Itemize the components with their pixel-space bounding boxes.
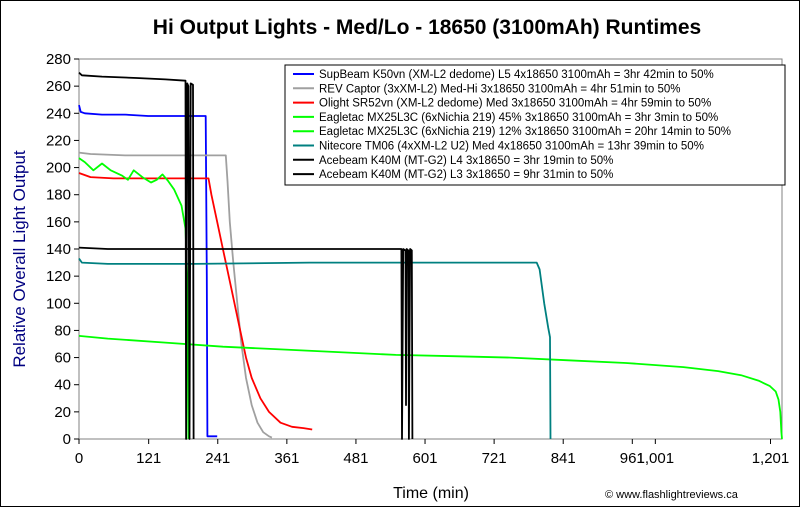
y-tick-label: 60	[54, 350, 71, 367]
y-tick-label: 200	[46, 160, 71, 177]
x-tick-label: 361	[274, 450, 299, 467]
legend-entry: Eagletac MX25L3C (6xNichia 219) 12% 3x18…	[319, 126, 731, 138]
legend-entry: Olight SR52vn (XM-L2 dedome) Med 3x18650…	[319, 98, 711, 110]
x-tick-label: 0	[75, 450, 83, 467]
series-line-3	[78, 172, 313, 431]
x-tick-label: 121	[136, 450, 161, 467]
y-tick-label: 260	[46, 78, 71, 95]
x-tick-label: 1,201	[752, 450, 790, 467]
x-tick-label: 481	[343, 450, 368, 467]
x-tick-label: 601	[413, 450, 438, 467]
y-tick-label: 240	[46, 105, 71, 122]
series-lines	[78, 71, 783, 440]
legend-entry: Acebeam K40M (MT-G2) L3 3x18650 = 9hr 31…	[319, 169, 613, 181]
series-line-4	[78, 157, 190, 440]
x-axis-title: Time (min)	[393, 485, 469, 502]
x-tick-label: 961	[620, 450, 645, 467]
y-axis-title: Relative Overall Light Output	[10, 150, 29, 368]
series-line-6	[78, 257, 552, 440]
y-tick-label: 140	[46, 241, 71, 258]
series-line-7	[78, 71, 195, 440]
x-tick-label: 1,001	[637, 450, 675, 467]
y-tick-label: 80	[54, 322, 71, 339]
legend-entry: Eagletac MX25L3C (6xNichia 219) 45% 3x18…	[319, 112, 718, 124]
series-line-5	[78, 335, 783, 440]
x-tick-label: 721	[482, 450, 507, 467]
legend-entry: Acebeam K40M (MT-G2) L4 3x18650 = 3hr 19…	[319, 155, 613, 167]
y-tick-label: 180	[46, 187, 71, 204]
y-tick-label: 0	[63, 431, 71, 448]
legend-entry: Nitecore TM06 (4xXM-L2 U2) Med 4x18650 3…	[319, 141, 704, 153]
credit-text: © www.flashlightreviews.ca	[605, 489, 739, 501]
y-tick-label: 100	[46, 295, 71, 312]
legend-box	[284, 64, 786, 186]
legend-entry: SupBeam K50vn (XM-L2 dedome) L5 4x18650 …	[319, 69, 714, 81]
y-axis-ticks: 0 20 40 60 80 100 120 140 160 180 200 220 240 260 280	[46, 51, 79, 448]
series-line-8	[78, 246, 414, 440]
legend: SupBeam K50vn (XM-L2 dedome) L5 4x18650 …	[284, 64, 786, 186]
series-line-2	[78, 151, 273, 439]
x-tick-label: 841	[551, 450, 576, 467]
y-tick-label: 160	[46, 214, 71, 231]
y-tick-label: 280	[46, 51, 71, 68]
x-tick-label: 241	[205, 450, 230, 467]
chart-title: Hi Output Lights - Med/Lo - 18650 (3100m…	[153, 16, 701, 39]
series-line-1	[78, 104, 218, 438]
legend-entry: REV Captor (3xXM-L2) Med-Hi 3x18650 3100…	[319, 83, 680, 95]
y-tick-label: 40	[54, 377, 71, 394]
y-tick-label: 20	[54, 404, 71, 421]
y-tick-label: 120	[46, 268, 71, 285]
y-tick-label: 220	[46, 132, 71, 149]
